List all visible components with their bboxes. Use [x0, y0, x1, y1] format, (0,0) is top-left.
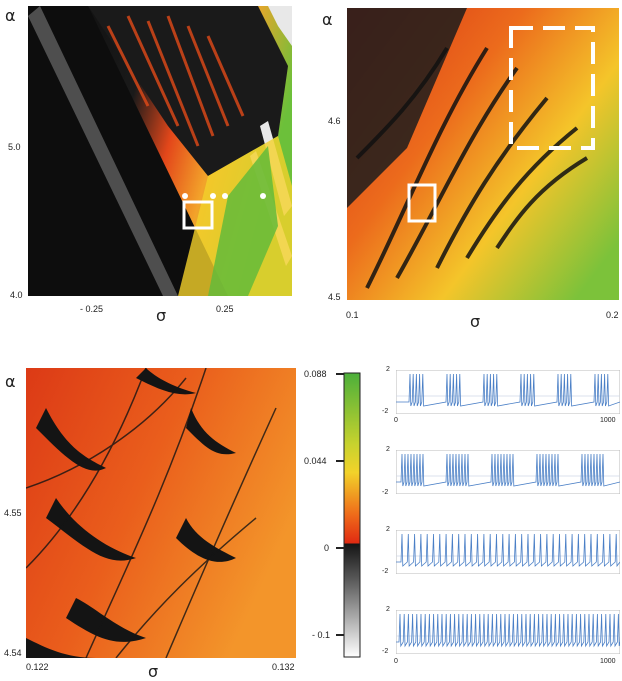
trace-signal	[396, 613, 620, 648]
colorbar-tick-min: - 0.1	[312, 630, 331, 640]
trace-3-ytick-top: 2	[386, 526, 390, 533]
panel-a-ytick-bottom: 4.0	[10, 290, 23, 300]
trace-frame	[396, 450, 620, 494]
trace-2-plot	[396, 450, 620, 494]
panel-b-ytick-bottom: 4.5	[328, 292, 341, 302]
trace-4-xtick-end: 1000	[600, 658, 616, 665]
panel-a-xtick-left: - 0.25	[80, 304, 104, 314]
panel-a-xtick-right: 0.25	[216, 304, 234, 314]
panel-c-ytick-bottom: 4.54	[4, 648, 22, 658]
trace-4-ytick-bottom: -2	[382, 648, 389, 655]
trace-2-ytick-top: 2	[386, 446, 390, 453]
trace-1-xtick-end: 1000	[600, 417, 616, 424]
trace-signal	[396, 453, 620, 487]
colorbar	[336, 372, 361, 658]
panel-b-alpha-label: α	[322, 10, 333, 29]
trace-1-ytick-bottom: -2	[382, 408, 389, 415]
trace-4-xtick-start: 0	[394, 658, 398, 665]
trace-signal	[396, 533, 620, 568]
trace-1-xtick-start: 0	[394, 417, 398, 424]
trace-4-plot	[396, 610, 620, 654]
colorbar-tick-zero: 0	[324, 543, 330, 553]
trace-1-ytick-top: 2	[386, 366, 390, 373]
trace-4-ytick-top: 2	[386, 606, 390, 613]
colorbar-tick-mid: 0.044	[304, 456, 327, 466]
panel-b-xtick-right: 0.2	[606, 310, 619, 320]
trace-frame	[396, 530, 620, 574]
trace-3-ytick-bottom: -2	[382, 568, 389, 575]
trace-3-plot	[396, 530, 620, 574]
panel-a-sigma-label: σ	[156, 306, 167, 325]
panel-a-ytick-top: 5.0	[8, 142, 21, 152]
trace-signal	[396, 373, 620, 407]
panel-c-alpha-label: α	[5, 372, 16, 391]
panel-b-sigma-label: σ	[470, 312, 481, 331]
panel-b-bifurcation-map	[347, 8, 619, 300]
trace-frame	[396, 370, 620, 414]
panel-b-xtick-left: 0.1	[346, 310, 359, 320]
panel-c-xtick-right: 0.132	[272, 662, 295, 672]
panel-c-zoom-map	[26, 368, 296, 658]
panel-c-ytick-top: 4.55	[4, 508, 22, 518]
panel-c-sigma-label: σ	[148, 662, 159, 681]
panel-b-ytick-top: 4.6	[328, 116, 341, 126]
panel-c-xtick-left: 0.122	[26, 662, 49, 672]
trace-1-plot	[396, 370, 620, 414]
trace-2-ytick-bottom: -2	[382, 489, 389, 496]
panel-a-bifurcation-map	[28, 6, 292, 296]
colorbar-tick-max: 0.088	[304, 369, 327, 379]
panel-a-alpha-label: α	[5, 6, 16, 25]
